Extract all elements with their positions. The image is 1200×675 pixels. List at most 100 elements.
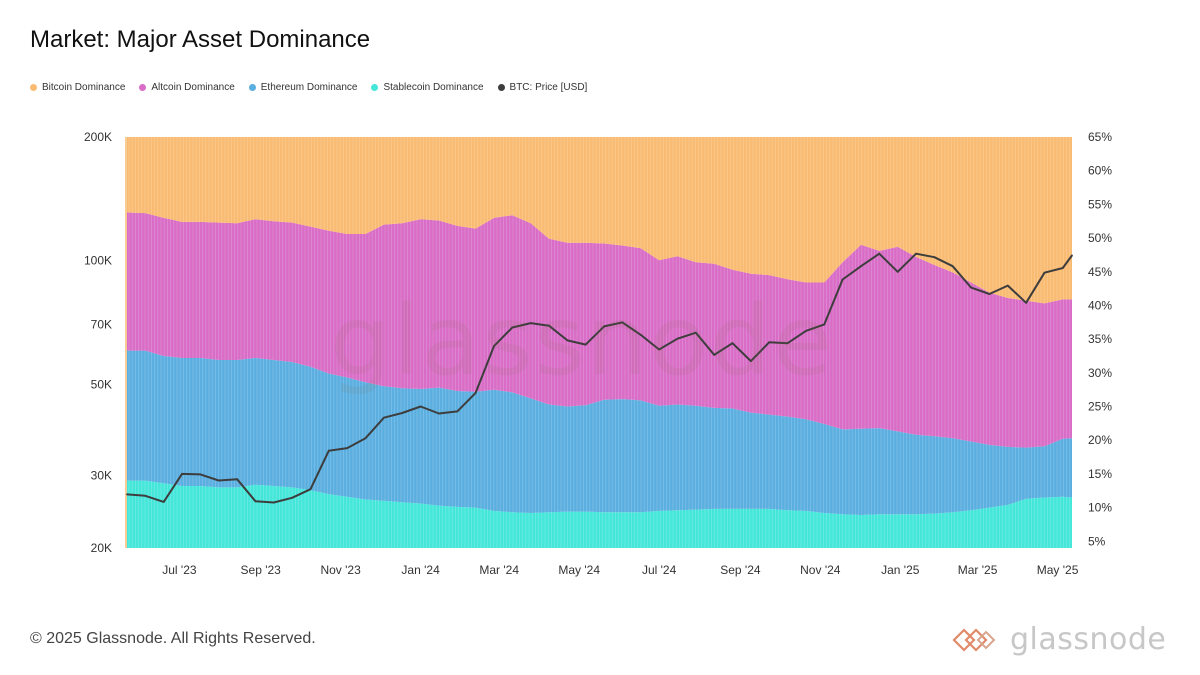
btc-price-point bbox=[896, 270, 899, 273]
legend-dot-btc-price bbox=[497, 84, 505, 91]
x-tick-label: Jul '23 bbox=[162, 563, 197, 577]
y-right-tick-label: 15% bbox=[1088, 467, 1112, 481]
area-bitcoin-dominance bbox=[127, 137, 1072, 304]
glassnode-logo-icon bbox=[952, 627, 996, 652]
y-left-tick-label: 200K bbox=[84, 130, 112, 144]
x-tick-label: May '24 bbox=[558, 563, 600, 577]
x-tick-label: Mar '24 bbox=[479, 563, 519, 577]
legend-label-bitcoin: Bitcoin Dominance bbox=[42, 82, 126, 93]
brand-name: glassnode bbox=[1010, 622, 1167, 657]
legend-dot-ethereum bbox=[248, 84, 256, 91]
btc-price-point bbox=[750, 360, 752, 362]
legend-item-btc-price[interactable]: BTC: Price [USD] bbox=[497, 82, 587, 93]
x-axis: Jul '23 Sep '23 Nov '23 Jan '24 Mar '24 May '… bbox=[162, 563, 1078, 577]
btc-price-point bbox=[291, 496, 293, 499]
chart-title: Market: Major Asset Dominance bbox=[30, 26, 371, 53]
legend-dot-altcoin bbox=[139, 84, 147, 91]
x-tick-label: Jul '24 bbox=[642, 563, 677, 577]
y-right-tick-label: 40% bbox=[1088, 298, 1112, 312]
y-right-tick-label: 30% bbox=[1088, 366, 1112, 380]
btc-price-point bbox=[988, 293, 991, 295]
btc-price-point bbox=[860, 265, 862, 268]
btc-price-point bbox=[658, 348, 660, 351]
btc-price-point bbox=[841, 278, 844, 281]
bar-stripe-texture bbox=[128, 137, 1071, 548]
btc-price-point bbox=[419, 405, 422, 408]
btc-price-point bbox=[584, 343, 587, 346]
y-left-tick-label: 100K bbox=[84, 254, 112, 268]
x-tick-label: Sep '23 bbox=[241, 563, 282, 577]
btc-price-point bbox=[676, 337, 679, 340]
btc-price-point bbox=[254, 500, 257, 503]
x-tick-label: May '25 bbox=[1037, 563, 1079, 577]
btc-price-point bbox=[951, 265, 954, 268]
btc-price-point bbox=[823, 323, 826, 326]
btc-price-point bbox=[878, 252, 881, 255]
btc-price-point bbox=[1043, 271, 1046, 274]
btc-price-point bbox=[438, 412, 440, 415]
btc-price-point bbox=[126, 493, 128, 496]
chart-canvas: 20K 30K 50K 70K 100K 200K 5% 10% 15% 20% 25% 30% 35… bbox=[84, 130, 1112, 577]
btc-price-point bbox=[346, 447, 349, 449]
btc-price-point bbox=[217, 479, 220, 482]
btc-price-point bbox=[1025, 301, 1027, 304]
price-line-group bbox=[126, 252, 1073, 504]
btc-price-point bbox=[511, 326, 514, 329]
legend-item-altcoin[interactable]: Altcoin Dominance bbox=[139, 82, 235, 93]
y-right-tick-label: 35% bbox=[1088, 332, 1112, 346]
btc-price-point bbox=[144, 494, 147, 497]
legend-item-stablecoin[interactable]: Stablecoin Dominance bbox=[371, 82, 484, 93]
btc-price-point bbox=[713, 354, 716, 356]
y-left-tick-label: 50K bbox=[91, 377, 112, 391]
legend-dot-stablecoin bbox=[371, 84, 379, 91]
x-tick-label: Mar '25 bbox=[958, 563, 998, 577]
btc-price-point bbox=[621, 321, 624, 324]
x-tick-label: Sep '24 bbox=[720, 563, 761, 577]
legend-label-ethereum: Ethereum Dominance bbox=[260, 82, 358, 93]
btc-price-point bbox=[1061, 267, 1064, 269]
btc-price-point bbox=[548, 324, 550, 327]
legend-label-altcoin: Altcoin Dominance bbox=[151, 82, 235, 93]
btc-price-point bbox=[309, 488, 312, 491]
btc-price-point bbox=[493, 345, 495, 347]
area-ethereum-dominance bbox=[127, 350, 1072, 515]
btc-price-point bbox=[731, 342, 734, 345]
legend-item-ethereum[interactable]: Ethereum Dominance bbox=[248, 82, 358, 93]
btc-price-point bbox=[456, 410, 459, 413]
btc-price-point bbox=[401, 412, 404, 414]
btc-price-point bbox=[181, 473, 183, 475]
y-right-tick-label: 65% bbox=[1088, 130, 1112, 144]
btc-price-point bbox=[529, 322, 532, 324]
y-right-tick-label: 60% bbox=[1088, 164, 1112, 178]
btc-price-point bbox=[1071, 254, 1073, 257]
btc-price-point bbox=[639, 334, 642, 336]
btc-price-point bbox=[603, 325, 605, 328]
y-right-tick-label: 50% bbox=[1088, 231, 1112, 245]
y-right-tick-label: 55% bbox=[1088, 197, 1112, 211]
y-axis-right: 5% 10% 15% 20% 25% 30% 35% 40% 45% 50% 55% 60% 65% bbox=[1088, 130, 1112, 548]
x-tick-label: Jan '24 bbox=[401, 563, 440, 577]
y-right-tick-label: 20% bbox=[1088, 433, 1112, 447]
chart-legend: Bitcoin Dominance Altcoin Dominance Ethe… bbox=[30, 82, 587, 93]
copyright-footer: © 2025 Glassnode. All Rights Reserved. bbox=[30, 630, 316, 647]
area-stablecoin-dominance bbox=[127, 480, 1072, 548]
btc-price-point bbox=[383, 416, 385, 419]
y-left-tick-label: 20K bbox=[91, 541, 112, 555]
x-tick-label: Nov '23 bbox=[320, 563, 361, 577]
x-tick-label: Nov '24 bbox=[800, 563, 841, 577]
btc-price-point bbox=[805, 330, 807, 332]
btc-price-point bbox=[915, 252, 917, 255]
btc-price-point bbox=[694, 331, 697, 334]
y-axis-left: 20K 30K 50K 70K 100K 200K bbox=[84, 130, 112, 555]
btc-price-point bbox=[162, 501, 165, 503]
legend-item-bitcoin[interactable]: Bitcoin Dominance bbox=[30, 82, 125, 93]
btc-price-point bbox=[970, 286, 972, 289]
btc-price-point bbox=[236, 478, 239, 481]
y-left-tick-label: 30K bbox=[91, 469, 112, 483]
legend-label-stablecoin: Stablecoin Dominance bbox=[383, 82, 484, 93]
btc-price-point bbox=[272, 501, 275, 504]
btc-price-point bbox=[566, 339, 569, 342]
btc-price-point bbox=[1006, 284, 1009, 287]
btc-price-point bbox=[474, 392, 477, 394]
y-right-tick-label: 45% bbox=[1088, 265, 1112, 279]
